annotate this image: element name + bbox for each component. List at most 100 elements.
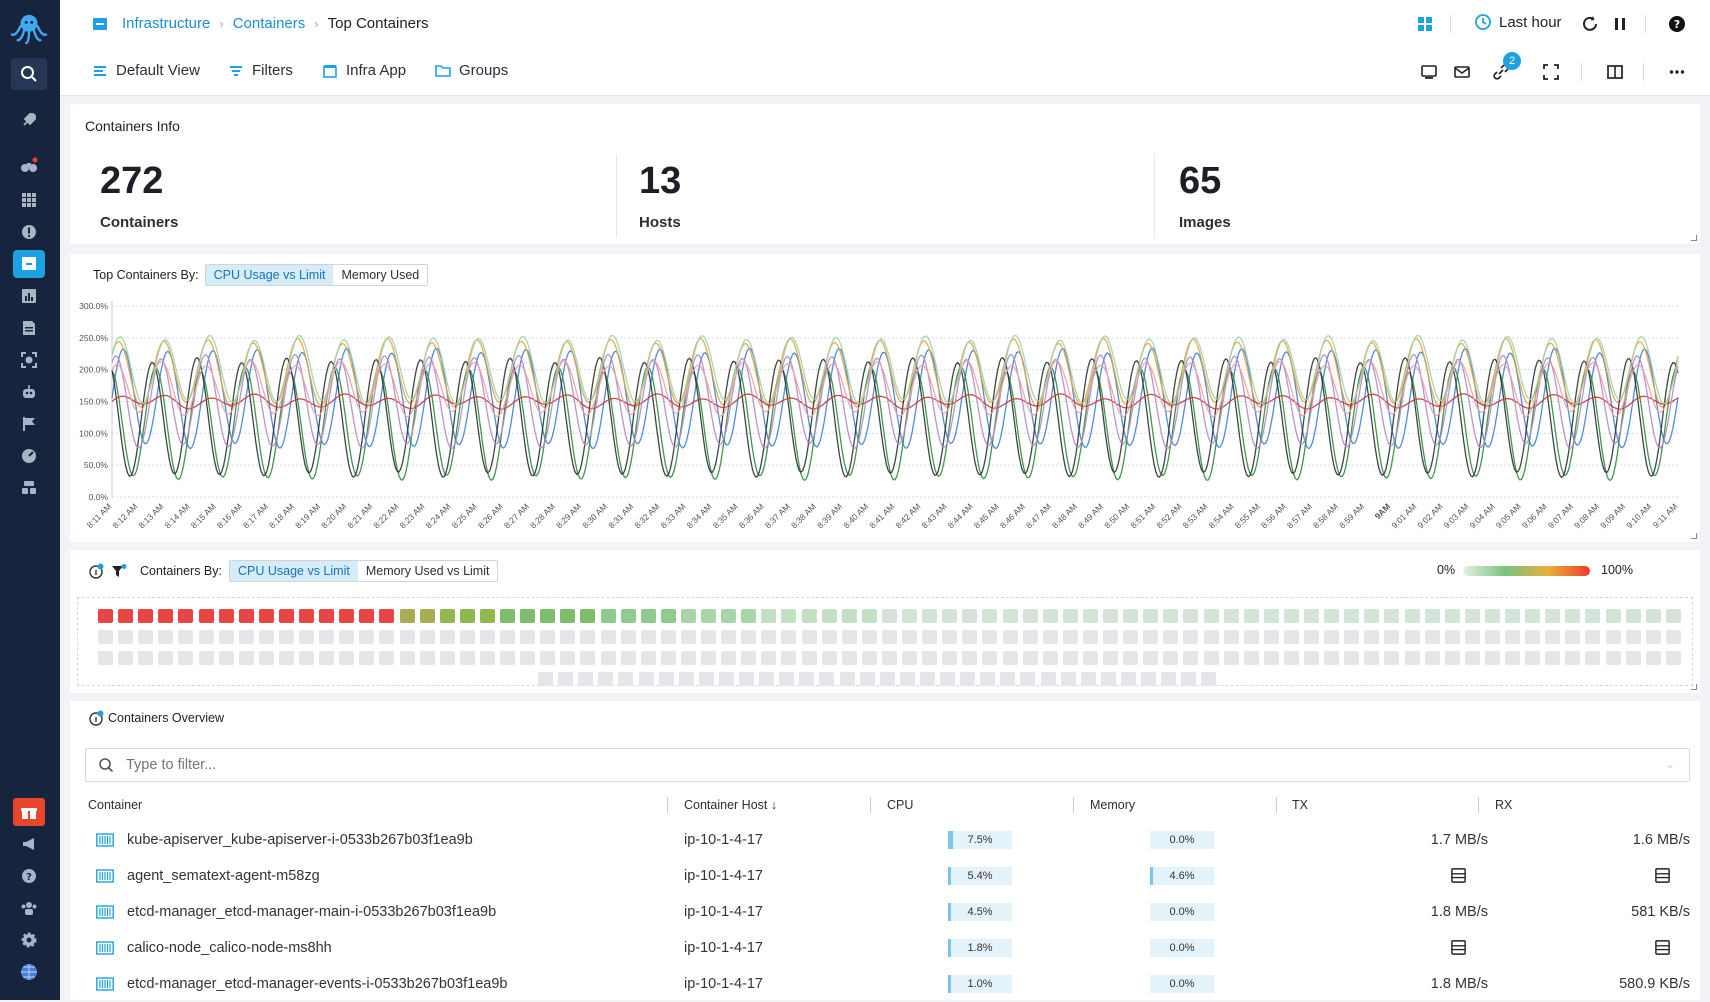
container-name[interactable]: agent_sematext-agent-m58zg (127, 868, 320, 884)
heatmap-cell[interactable] (1384, 609, 1400, 623)
heatmap-cell[interactable] (620, 609, 636, 623)
heatmap-cell[interactable] (479, 609, 495, 623)
heatmap-cell[interactable] (841, 630, 857, 644)
heatmap-cell[interactable] (640, 651, 656, 665)
heatmap-cell[interactable] (801, 609, 817, 623)
filter-input[interactable] (126, 755, 1626, 775)
heatmap-cell[interactable] (1304, 651, 1319, 665)
heatmap-cell[interactable] (538, 672, 553, 686)
robot-icon[interactable] (13, 378, 45, 406)
infrastructure-icon[interactable] (13, 250, 45, 278)
heatmap-cell[interactable] (680, 651, 696, 665)
heatmap-cell[interactable] (319, 609, 335, 623)
heatmap-cell[interactable] (138, 609, 154, 623)
heatmap-cell[interactable] (942, 630, 958, 644)
pause-icon[interactable] (1608, 12, 1632, 36)
heatmap-cell[interactable] (841, 609, 857, 623)
heatmap-cell[interactable] (741, 630, 757, 644)
heatmap-cell[interactable] (1304, 630, 1319, 644)
heatmap-cell[interactable] (660, 630, 676, 644)
toggle-cpu-usage[interactable]: CPU Usage vs Limit (229, 561, 358, 581)
heatmap-cell[interactable] (1665, 630, 1681, 644)
heatmap-cell[interactable] (500, 609, 515, 623)
heatmap-cell[interactable] (1565, 651, 1581, 665)
heatmap-cell[interactable] (1525, 630, 1541, 644)
heatmap-cell[interactable] (319, 651, 335, 665)
table-row[interactable]: calico-node_calico-node-ms8hh ip-10-1-4-1… (70, 930, 1700, 966)
heatmap-cell[interactable] (1243, 651, 1259, 665)
heatmap-cell[interactable] (278, 651, 294, 665)
infra-app-button[interactable]: Infra App (322, 62, 406, 79)
heatmap-cell[interactable] (600, 651, 616, 665)
help-icon[interactable]: ? (13, 862, 45, 890)
heatmap-cell[interactable] (1565, 630, 1581, 644)
heatmap-cell[interactable] (359, 630, 375, 644)
heatmap-cell[interactable] (1585, 609, 1601, 623)
heatmap-cell[interactable] (598, 672, 614, 686)
heatmap-cell[interactable] (1062, 609, 1078, 623)
heatmap-cell[interactable] (1625, 651, 1641, 665)
heatmap-cell[interactable] (1223, 630, 1239, 644)
column-header-tx[interactable]: TX (1292, 798, 1308, 812)
heatmap-cell[interactable] (439, 609, 455, 623)
heatmap-cell[interactable] (701, 651, 716, 665)
info-icon[interactable] (88, 710, 104, 726)
settings-gear-icon[interactable] (13, 926, 45, 954)
heatmap-cell[interactable] (861, 609, 877, 623)
heatmap-cell[interactable] (198, 609, 214, 623)
rocket-icon[interactable] (13, 106, 45, 134)
heatmap-cell[interactable] (1645, 651, 1661, 665)
filters-button[interactable]: Filters (228, 62, 293, 79)
column-header-memory[interactable]: Memory (1090, 798, 1136, 812)
heatmap-cell[interactable] (1645, 609, 1661, 623)
breadcrumb-infrastructure[interactable]: Infrastructure (122, 15, 211, 32)
heatmap-cell[interactable] (881, 630, 897, 644)
heatmap-cell[interactable] (1324, 651, 1340, 665)
heatmap-cell[interactable] (1665, 609, 1681, 623)
heatmap-cell[interactable] (560, 630, 576, 644)
heatmap-cell[interactable] (680, 609, 696, 623)
heatmap-cell[interactable] (1545, 609, 1561, 623)
heatmap-cell[interactable] (1505, 651, 1520, 665)
heatmap-cell[interactable] (580, 609, 596, 623)
heatmap-cell[interactable] (980, 672, 996, 686)
apps-grid-icon[interactable] (13, 186, 45, 214)
heatmap-cell[interactable] (902, 609, 917, 623)
heatmap-cell[interactable] (1223, 651, 1239, 665)
heatmap-cell[interactable] (1484, 630, 1500, 644)
globe-icon[interactable] (13, 958, 45, 986)
heatmap-cell[interactable] (1484, 651, 1500, 665)
heatmap-cell[interactable] (1424, 651, 1440, 665)
heatmap-cell[interactable] (1183, 630, 1199, 644)
heatmap-cell[interactable] (1384, 630, 1400, 644)
heatmap-cell[interactable] (158, 630, 174, 644)
heatmap-cell[interactable] (919, 672, 935, 686)
heatmap-cell[interactable] (278, 630, 294, 644)
heatmap-cell[interactable] (1605, 651, 1621, 665)
heatmap-cell[interactable] (1565, 609, 1581, 623)
heatmap-cell[interactable] (1344, 630, 1360, 644)
heatmap-cell[interactable] (459, 609, 475, 623)
heatmap-cell[interactable] (1022, 609, 1038, 623)
heatmap-cell[interactable] (761, 630, 777, 644)
heatmap-cell[interactable] (379, 609, 395, 623)
heatmap-cell[interactable] (520, 630, 536, 644)
heatmap-cell[interactable] (158, 609, 174, 623)
heatmap-cell[interactable] (1263, 609, 1279, 623)
resize-handle[interactable] (1691, 235, 1697, 241)
breadcrumb-containers[interactable]: Containers (232, 15, 306, 32)
heatmap-cell[interactable] (801, 630, 817, 644)
heatmap-cell[interactable] (620, 630, 636, 644)
heatmap-cell[interactable] (1344, 651, 1360, 665)
table-row[interactable]: agent_sematext-agent-m58zg ip-10-1-4-17 5.… (70, 858, 1700, 894)
heatmap-cell[interactable] (701, 630, 716, 644)
gift-icon[interactable] (13, 798, 45, 826)
heatmap-cell[interactable] (578, 672, 594, 686)
table-row[interactable]: kube-apiserver_kube-apiserver-i-0533b267… (70, 822, 1700, 858)
heatmap-cell[interactable] (1163, 651, 1179, 665)
heatmap-cell[interactable] (779, 672, 795, 686)
heatmap-cell[interactable] (1444, 630, 1460, 644)
heatmap-cell[interactable] (258, 651, 274, 665)
heatmap-cell[interactable] (118, 651, 134, 665)
heatmap-cell[interactable] (640, 630, 656, 644)
